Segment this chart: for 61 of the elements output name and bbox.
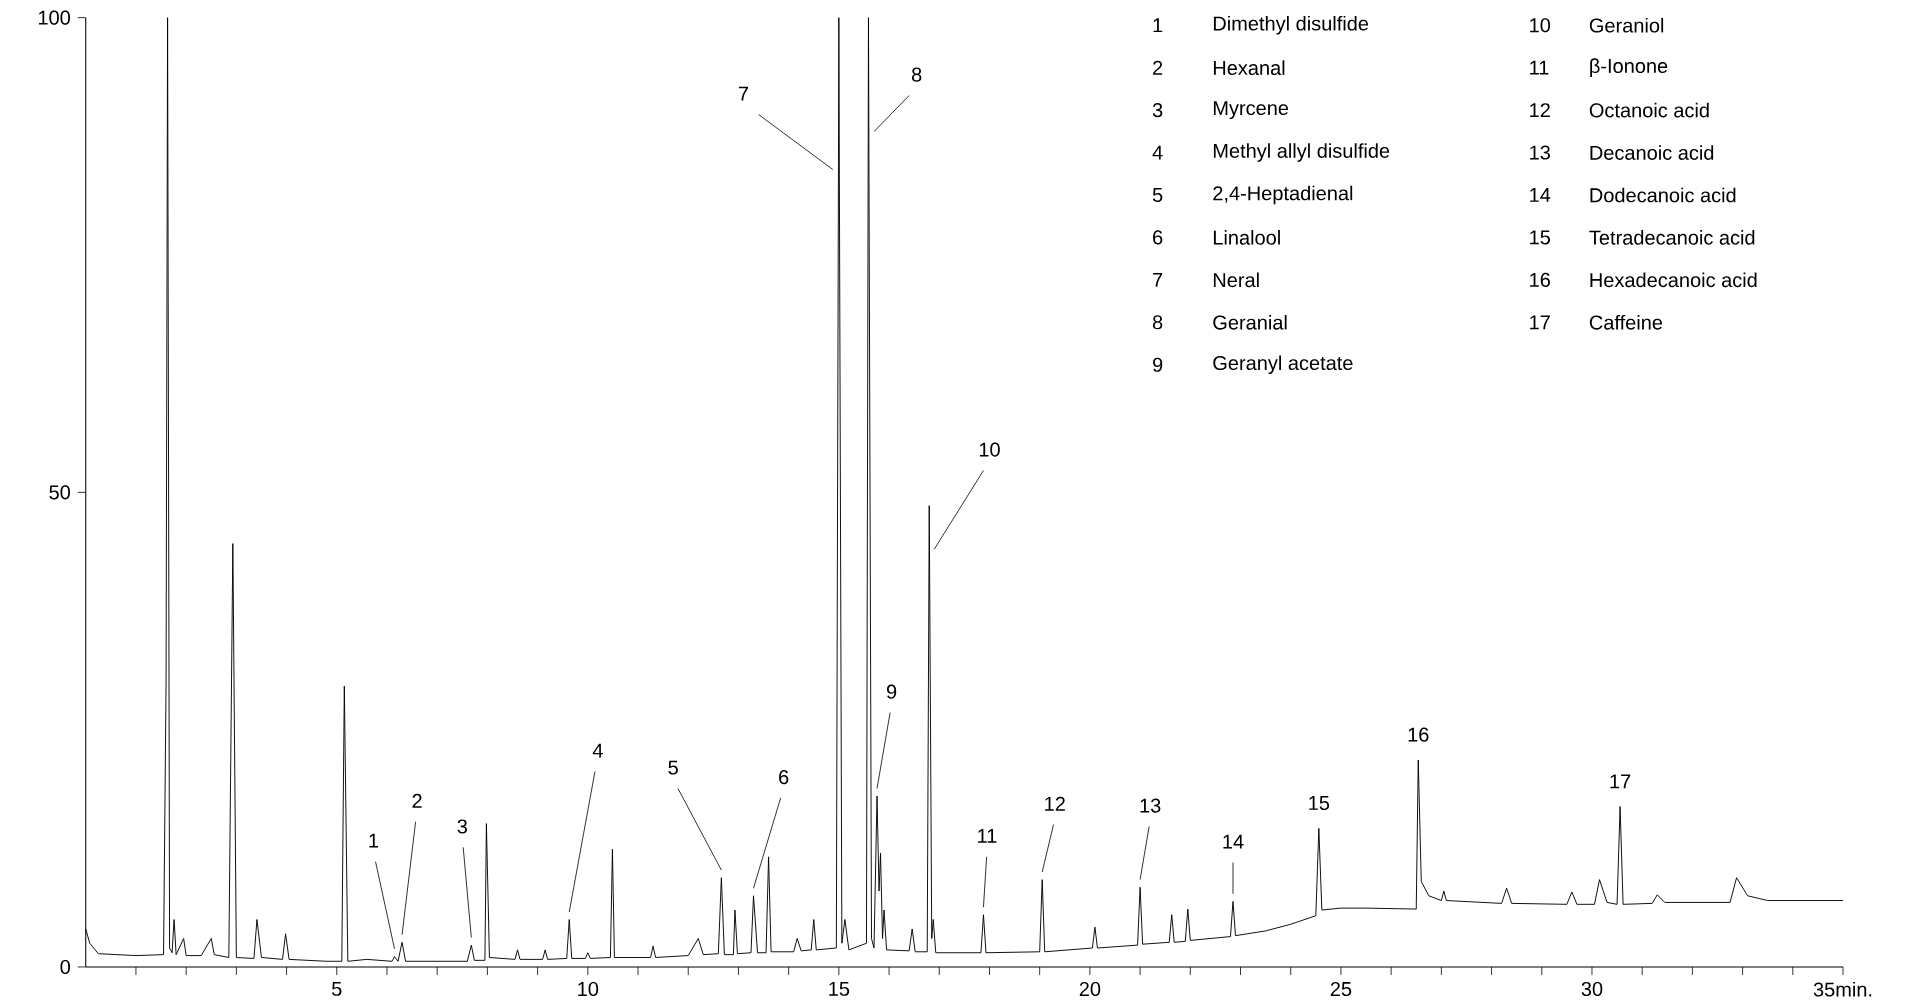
annotation: 2	[1153, 60, 1163, 75]
x-tick-label: 5	[332, 981, 342, 996]
annotation: 10	[1530, 18, 1551, 33]
x-tick-label: 25	[1330, 981, 1352, 997]
annotation: 1	[1153, 18, 1163, 33]
annotation: Linalool	[1213, 230, 1280, 245]
annotation: 6	[1153, 230, 1163, 245]
annotation: 10	[979, 442, 1000, 457]
annotation: 9	[1153, 357, 1163, 372]
annotation: 12	[1045, 796, 1065, 811]
annotation: 6	[779, 770, 789, 785]
annotation: 15	[1530, 230, 1551, 245]
annotation: 8	[1152, 315, 1163, 330]
annotation: 16	[1530, 272, 1550, 287]
annotation: 2	[412, 793, 422, 808]
annotation: Decanoic acid	[1590, 145, 1714, 160]
annotation: 7	[1153, 272, 1163, 287]
y-tick-label: 0	[60, 959, 71, 975]
annotation: 1	[369, 833, 379, 848]
annotation: Myrcene	[1213, 101, 1289, 120]
annotation: Tetradecanoic acid	[1589, 230, 1755, 245]
annotation: 9	[886, 684, 897, 699]
annotation: 4	[592, 743, 603, 758]
annotation: 15	[1309, 796, 1330, 811]
annotation: Hexadecanoic acid	[1590, 272, 1757, 288]
y-tick-label: 100	[38, 10, 71, 25]
annotation: Dodecanoic acid	[1590, 187, 1736, 203]
annotation: 13	[1140, 798, 1161, 813]
x-tick-label: 15	[829, 981, 850, 996]
x-tick-label: 30	[1581, 981, 1603, 997]
annotation: 3	[457, 819, 467, 834]
annotation: 5	[1152, 188, 1163, 202]
annotation: Caffeine	[1589, 314, 1663, 330]
annotation: Neral	[1213, 272, 1259, 288]
annotation: 3	[1152, 103, 1163, 118]
annotation: 11	[978, 829, 997, 843]
annotation: 5	[668, 760, 678, 775]
x-tick-label: 35min.	[1813, 981, 1872, 997]
annotation: 14	[1223, 834, 1244, 849]
y-tick-label: 50	[49, 485, 71, 500]
annotation: Methyl allyl disulfide	[1213, 143, 1390, 162]
annotation: 16	[1408, 727, 1429, 742]
annotation: Octanoic acid	[1589, 102, 1709, 118]
annotation: Dimethyl disulfide	[1213, 15, 1369, 35]
x-tick-label: 20	[1079, 981, 1101, 997]
annotation: 7	[738, 86, 749, 101]
annotation: Geraniol	[1589, 17, 1664, 33]
annotation: 13	[1530, 145, 1550, 160]
annotation: Hexanal	[1213, 60, 1285, 76]
annotation: 17	[1610, 774, 1631, 789]
annotation: 12	[1530, 103, 1550, 118]
annotation: 11	[1530, 60, 1549, 75]
annotation: β-Ionone	[1590, 58, 1668, 77]
annotation: Geranial	[1213, 314, 1287, 330]
annotation: Geranyl acetate	[1213, 355, 1353, 375]
annotation: 14	[1530, 188, 1551, 202]
annotation: 4	[1152, 145, 1163, 160]
annotation: 17	[1530, 315, 1550, 330]
annotation: 8	[912, 67, 922, 82]
annotation: 2,4-Heptadienal	[1213, 185, 1353, 205]
x-tick-label: 10	[578, 981, 599, 997]
